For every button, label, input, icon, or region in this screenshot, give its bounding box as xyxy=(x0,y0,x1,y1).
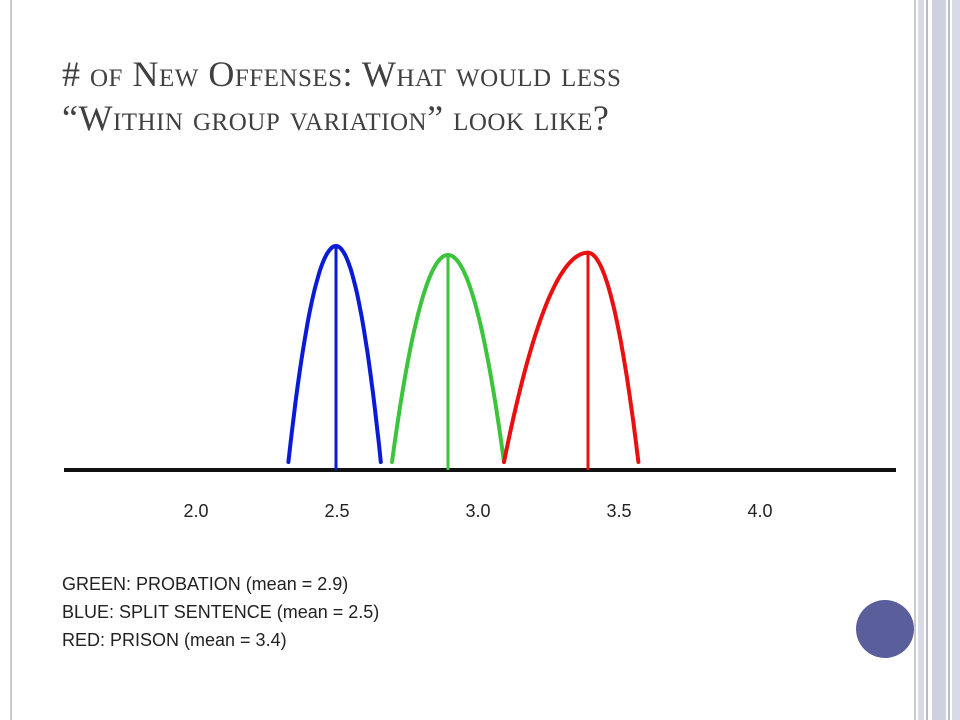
side-decoration xyxy=(918,0,960,720)
curve-path-red xyxy=(502,250,641,464)
distribution-curves xyxy=(286,243,641,470)
legend: GREEN: PROBATION (mean = 2.9) BLUE: SPLI… xyxy=(62,570,379,654)
slide-frame xyxy=(10,0,916,720)
title-line-1: # of New Offenses: What would less xyxy=(62,54,622,94)
x-axis-ticks: 2.0 2.5 3.0 3.5 4.0 xyxy=(183,501,772,521)
legend-item-probation: GREEN: PROBATION (mean = 2.9) xyxy=(62,574,349,594)
title-line-2: “Within group variation” look like? xyxy=(62,98,610,138)
curve-green xyxy=(390,252,506,470)
x-tick-label: 3.5 xyxy=(606,501,631,521)
x-tick-label: 2.0 xyxy=(183,501,208,521)
curve-blue xyxy=(286,243,383,470)
x-tick-label: 3.0 xyxy=(465,501,490,521)
x-tick-label: 2.5 xyxy=(324,501,349,521)
x-tick-label: 4.0 xyxy=(747,501,772,521)
decorative-circle xyxy=(856,600,914,658)
legend-item-prison: RED: PRISON (mean = 3.4) xyxy=(62,630,287,650)
curve-red xyxy=(502,250,641,470)
slide-title: # of New Offenses: What would less “With… xyxy=(62,52,882,140)
legend-item-split-sentence: BLUE: SPLIT SENTENCE (mean = 2.5) xyxy=(62,602,380,622)
